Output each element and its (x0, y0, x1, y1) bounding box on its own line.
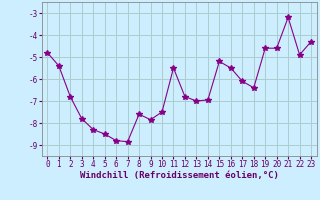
X-axis label: Windchill (Refroidissement éolien,°C): Windchill (Refroidissement éolien,°C) (80, 171, 279, 180)
